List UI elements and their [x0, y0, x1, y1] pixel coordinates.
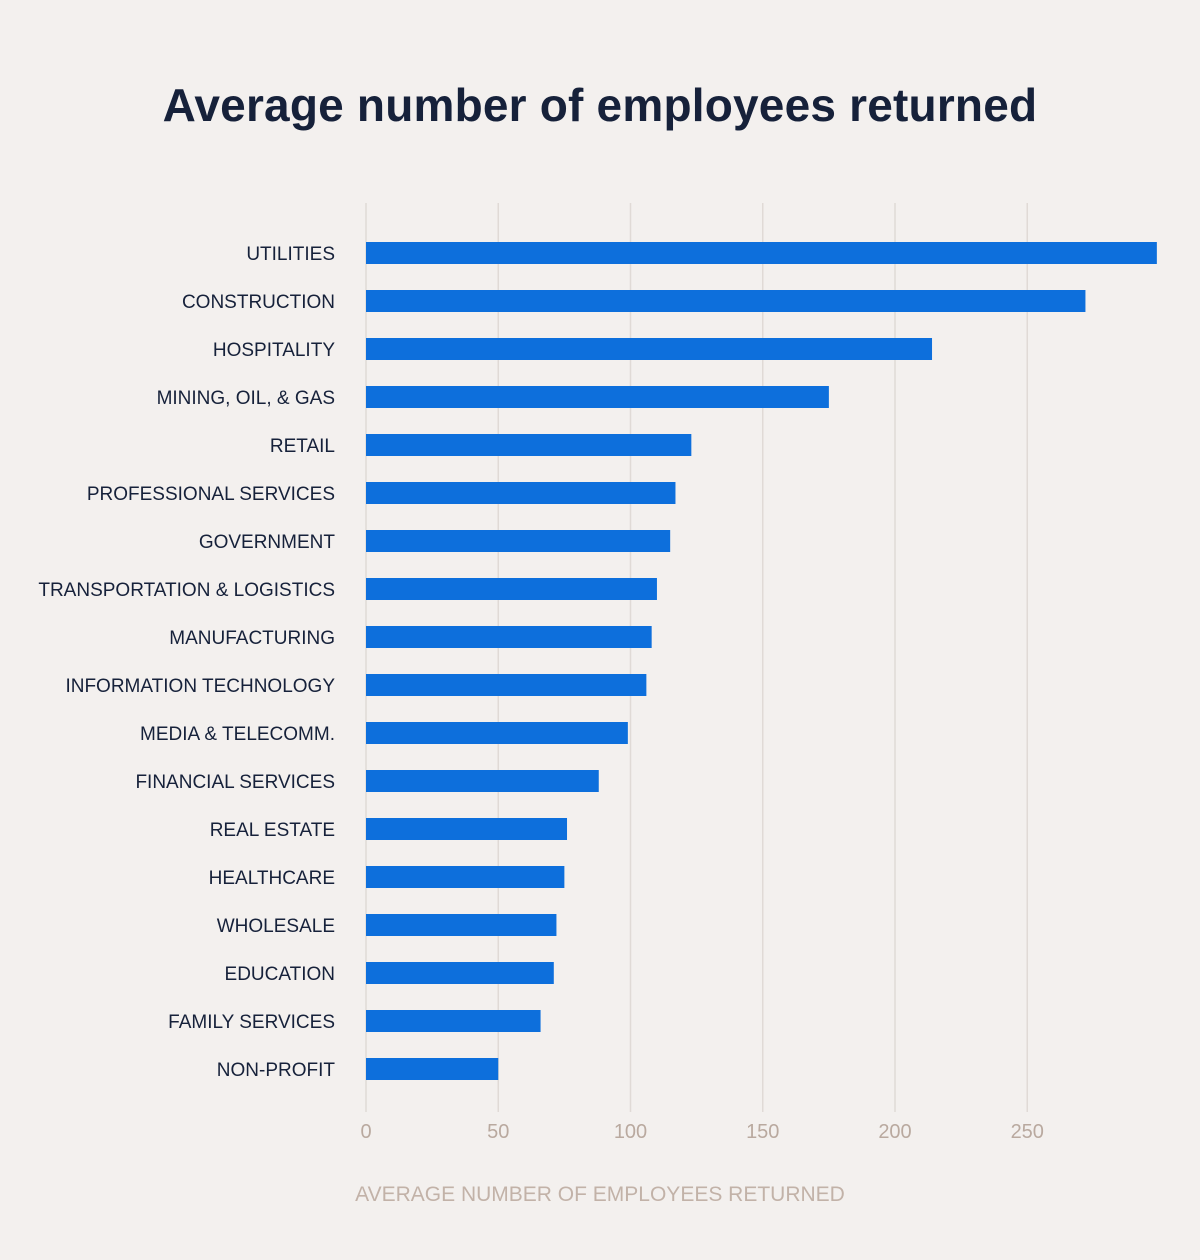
bars [366, 242, 1157, 1080]
bar [366, 914, 557, 936]
category-label: CONSTRUCTION [182, 292, 335, 313]
category-label: FAMILY SERVICES [168, 1012, 335, 1033]
category-label: PROFESSIONAL SERVICES [87, 484, 335, 505]
category-label: INFORMATION TECHNOLOGY [65, 676, 335, 697]
bar [366, 242, 1157, 264]
bar [366, 962, 554, 984]
bar [366, 626, 652, 648]
category-label: RETAIL [270, 436, 335, 457]
x-tick-label: 200 [878, 1121, 911, 1143]
category-label: UTILITIES [246, 244, 335, 265]
category-label: TRANSPORTATION & LOGISTICS [38, 580, 335, 601]
bar [366, 482, 676, 504]
category-label: EDUCATION [225, 964, 335, 985]
category-label: FINANCIAL SERVICES [135, 772, 335, 793]
x-tick-labels: 0 50 100 150 200 250 [360, 1121, 1044, 1143]
category-label: MEDIA & TELECOMM. [140, 724, 335, 745]
bar [366, 578, 657, 600]
bar [366, 386, 829, 408]
category-label: WHOLESALE [217, 916, 335, 937]
category-label: HEALTHCARE [209, 868, 335, 889]
category-label: GOVERNMENT [199, 532, 336, 553]
bar [366, 674, 647, 696]
bar [366, 434, 692, 456]
bar [366, 290, 1086, 312]
x-tick-label: 0 [360, 1121, 371, 1143]
x-tick-label: 50 [487, 1121, 509, 1143]
bar [366, 866, 565, 888]
bar [366, 1010, 541, 1032]
category-label: MANUFACTURING [169, 628, 335, 649]
bar [366, 770, 599, 792]
category-label: MINING, OIL, & GAS [157, 388, 335, 409]
bar [366, 530, 671, 552]
chart-title: Average number of employees returned [162, 79, 1038, 131]
bar [366, 338, 933, 360]
bar [366, 818, 568, 840]
category-label: NON-PROFIT [217, 1060, 336, 1081]
x-tick-label: 150 [746, 1121, 779, 1143]
bar [366, 1058, 499, 1080]
category-label: HOSPITALITY [213, 340, 335, 361]
bar [366, 722, 628, 744]
category-labels: UTILITIES CONSTRUCTION HOSPITALITY MINING, … [38, 244, 335, 1081]
x-tick-label: 100 [614, 1121, 647, 1143]
category-label: REAL ESTATE [210, 820, 335, 841]
x-tick-label: 250 [1011, 1121, 1044, 1143]
x-axis-label: AVERAGE NUMBER OF EMPLOYEES RETURNED [355, 1183, 845, 1206]
